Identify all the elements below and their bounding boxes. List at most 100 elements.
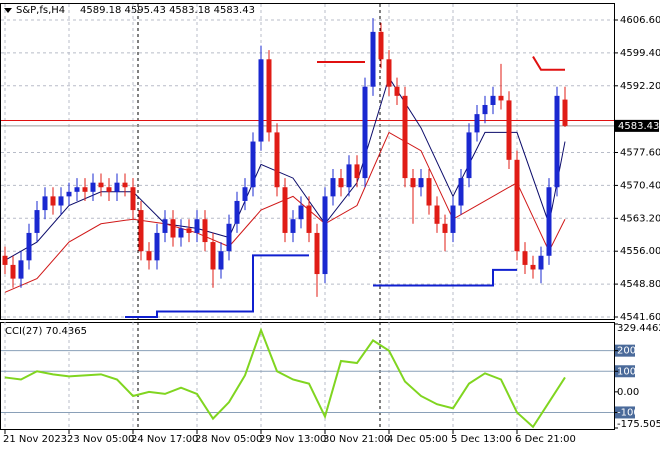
y-tick-label: 200 [617, 346, 636, 357]
candle-body [498, 95, 504, 101]
overlay-line [125, 254, 517, 318]
candle-body [514, 159, 520, 252]
x-tick-label: 5 Dec 13:00 [451, 434, 512, 445]
x-tick-label: 6 Dec 21:00 [515, 434, 576, 445]
y-tick-label: 4570.40 [620, 180, 660, 191]
candle-body [538, 255, 544, 270]
candle-body [274, 132, 280, 188]
candle-body [330, 178, 336, 197]
level-label-box [615, 365, 635, 378]
candle-body [58, 196, 64, 206]
candle-body [210, 242, 216, 270]
chart-title: S&P,fs,H4 [16, 5, 65, 16]
candle-body [122, 182, 128, 188]
candle-body [530, 264, 536, 270]
candle-body [562, 99, 568, 126]
candle-body [154, 232, 160, 261]
candle-body [2, 255, 8, 265]
candle-body [362, 86, 368, 179]
x-tick-label: 23 Nov 05:00 [67, 434, 134, 445]
candle-body [506, 100, 512, 160]
candle-body [138, 210, 144, 252]
candle-body [386, 59, 392, 87]
candle-body [466, 132, 472, 179]
candle-body [450, 205, 456, 233]
y-tick-label: 4548.80 [620, 279, 660, 290]
cci-title: CCI(27) 70.4365 [5, 326, 87, 337]
candle-body [242, 187, 248, 201]
candle-body [74, 187, 80, 192]
ohlc-text: 4589.18 4595.43 4583.18 4583.43 [80, 5, 255, 16]
y-tick-label: 4599.40 [620, 48, 660, 59]
current-price-label: 4583.43 [618, 121, 659, 132]
candle-body [130, 187, 136, 211]
candle-body [338, 178, 344, 188]
x-tick-label: 29 Nov 13:00 [259, 434, 326, 445]
candle-body [90, 182, 96, 192]
y-tick-label: 4541.60 [620, 312, 660, 323]
candle-body [418, 178, 424, 188]
candle-body [178, 228, 184, 238]
candle-body [266, 59, 272, 133]
candle-body [82, 187, 88, 192]
candle-body [66, 191, 72, 197]
candle-body [298, 205, 304, 220]
candle-body [426, 178, 432, 206]
candle-body [218, 251, 224, 270]
candle-body [42, 196, 48, 211]
candle-body [474, 114, 480, 133]
candle-body [290, 219, 296, 233]
candle-body [354, 164, 360, 179]
candle-body [186, 228, 192, 233]
x-tick-label: 28 Nov 05:00 [195, 434, 262, 445]
candle-body [250, 141, 256, 188]
price-frame [0, 3, 615, 320]
candle-body [226, 223, 232, 252]
menu-triangle [4, 8, 12, 13]
candle-body [434, 205, 440, 224]
candle-body [194, 219, 200, 233]
candle-body [146, 251, 152, 261]
candle-body [314, 232, 320, 275]
candle-body [282, 187, 288, 233]
candle-body [26, 232, 32, 261]
candle-body [10, 264, 16, 279]
x-tick-label: 24 Nov 17:00 [131, 434, 198, 445]
y-tick-label: 4577.60 [620, 148, 660, 159]
candle-body [50, 196, 56, 206]
y-tick-label: 4563.20 [620, 213, 660, 224]
candle-body [554, 95, 560, 188]
level-label-box [615, 344, 635, 357]
candle-body [114, 182, 120, 192]
candle-body [202, 219, 208, 243]
candle-body [370, 31, 376, 87]
overlay-line [317, 56, 565, 71]
candle-body [522, 251, 528, 265]
candle-body [98, 182, 104, 188]
candle-body [546, 187, 552, 256]
candle-body [458, 178, 464, 206]
y-tick-label: 0.00 [617, 387, 639, 398]
cci-frame [0, 322, 615, 430]
candle-body [162, 219, 168, 233]
candle-body [306, 205, 312, 233]
candle-body [170, 219, 176, 238]
candle-body [378, 31, 384, 60]
candle-body [234, 200, 240, 224]
y-tick-label: -175.5057 [617, 419, 660, 430]
y-tick-label: 4592.20 [620, 81, 660, 92]
y-tick-label: 4556.00 [620, 246, 660, 257]
candle-body [410, 178, 416, 188]
y-tick-label: 100 [617, 366, 636, 377]
candle-body [258, 59, 264, 142]
candle-body [34, 210, 40, 233]
candle-body [394, 86, 400, 96]
y-tick-label: 4606.60 [620, 15, 660, 26]
candle-body [18, 260, 24, 279]
y-tick-label: 329.4462 [617, 323, 660, 334]
candle-body [346, 164, 352, 188]
x-tick-label: 30 Nov 21:00 [323, 434, 390, 445]
level-label-box [615, 406, 635, 419]
cci-line [4, 327, 566, 429]
